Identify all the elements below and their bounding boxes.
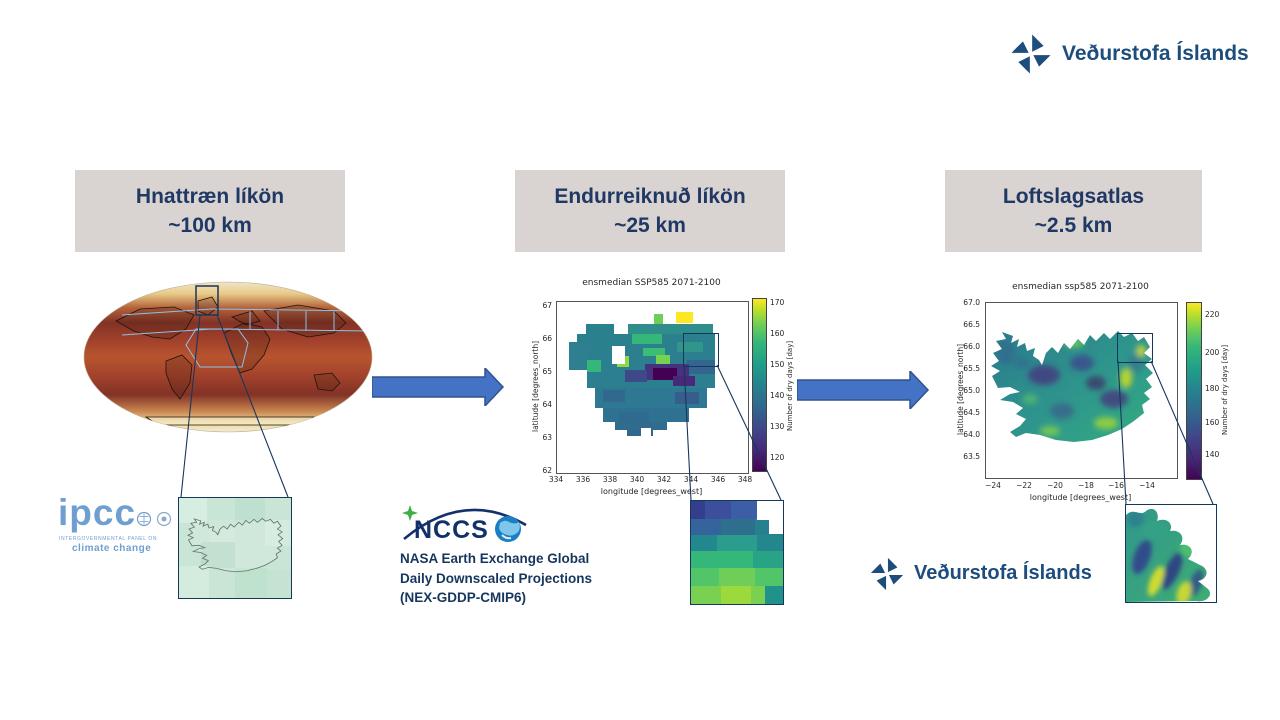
global-zoom-inset-map: [179, 498, 291, 598]
y-axis-label: latitude [degrees_north]: [956, 343, 965, 435]
nccs-caption-line: (NEX-GDDP-CMIP6): [400, 590, 527, 605]
x-tick-label: −18: [1078, 481, 1094, 490]
y-tick-label: 67: [542, 301, 552, 310]
chart-2-5km: ensmedian ssp585 2071-2100: [948, 276, 1278, 516]
chart-plot-area: [985, 302, 1178, 479]
y-tick-label: 66.0: [963, 342, 980, 351]
colorbar-tick-label: 220: [1205, 310, 1220, 319]
x-tick-label: 344: [683, 475, 699, 484]
sparkle-icon: [402, 505, 418, 521]
y-tick-label: 64: [542, 400, 552, 409]
x-tick-label: 342: [656, 475, 672, 484]
x-tick-label: −20: [1047, 481, 1063, 490]
y-tick-label: 65.0: [963, 386, 980, 395]
arrow-right-icon: [372, 368, 505, 406]
step-box-global: Hnattræn líkön ~100 km: [75, 170, 345, 252]
downscaled-zoom-inset: [690, 500, 784, 605]
dry-days-highres-map: [991, 331, 1153, 442]
step-resolution: ~2.5 km: [1034, 214, 1113, 237]
colorbar-tick-label: 170: [770, 298, 785, 307]
y-tick-label: 65.5: [963, 364, 980, 373]
chart-plot-area: [556, 301, 749, 474]
nccs-caption-line: Daily Downscaled Projections: [400, 570, 593, 586]
step-title: Endurreiknuð líkön: [554, 185, 746, 208]
colorbar-tick-label: 140: [770, 391, 785, 400]
iceland-highlight-rect: [195, 285, 219, 316]
colorbar-tick-label: 130: [770, 422, 785, 431]
dry-days-coarse-map: [569, 312, 715, 436]
atlas-zoom-inset: [1125, 504, 1217, 603]
ipcc-subtitle: INTERGOVERNMENTAL PANEL ON: [59, 536, 158, 542]
world-map: [83, 281, 373, 433]
atlas-zoom-map: [1126, 508, 1211, 602]
x-tick-label: −22: [1016, 481, 1032, 490]
y-tick-label: 62: [542, 466, 552, 475]
wmo-unep-emblem-icons: [136, 511, 172, 527]
pinwheel-icon: [1011, 34, 1051, 74]
x-axis-label: longitude [degrees_west]: [1029, 493, 1132, 502]
x-tick-label: −24: [985, 481, 1001, 490]
nccs-caption: NASA Earth Exchange Global Daily Downsca…: [400, 549, 628, 608]
x-tick-label: 334: [548, 475, 564, 484]
ipcc-wordmark: ipcc: [58, 492, 137, 533]
colorbar-tick-label: 160: [770, 329, 785, 338]
y-tick-label: 66: [542, 334, 552, 343]
y-tick-label: 65: [542, 367, 552, 376]
step-resolution: ~100 km: [168, 214, 252, 237]
x-tick-label: −14: [1139, 481, 1155, 490]
x-tick-label: 336: [575, 475, 591, 484]
y-tick-label: 66.5: [963, 320, 980, 329]
x-tick-label: 346: [710, 475, 726, 484]
colorbar-tick-label: 150: [770, 360, 785, 369]
header-logo: Veðurstofa Íslands: [1008, 30, 1249, 80]
arrow-right-icon: [797, 371, 930, 409]
x-tick-label: 338: [602, 475, 618, 484]
step-box-atlas: Loftslagsatlas ~2.5 km: [945, 170, 1202, 252]
ipcc-tagline: climate change: [72, 543, 152, 554]
header-logo-text: Veðurstofa Íslands: [1062, 42, 1249, 65]
colorbar-tick-label: 160: [1205, 418, 1220, 427]
y-tick-label: 64.5: [963, 408, 980, 417]
x-tick-label: 348: [737, 475, 753, 484]
step-title: Loftslagsatlas: [1002, 185, 1145, 208]
step-title: Hnattræn líkön: [135, 185, 285, 208]
colorbar: [1186, 302, 1202, 480]
nccs-block: NCCS NASA Earth Exchange Global Daily Do…: [398, 505, 628, 615]
footer-logo: Veðurstofa Íslands: [868, 554, 1108, 598]
downscaled-zoom-map: [691, 501, 783, 604]
x-tick-label: 340: [629, 475, 645, 484]
global-zoom-inset: [178, 497, 292, 599]
y-axis-label: latitude [degrees_north]: [531, 340, 540, 432]
colorbar-tick-label: 140: [1205, 450, 1220, 459]
x-tick-label: −16: [1108, 481, 1124, 490]
svg-text:NCCS: NCCS: [414, 516, 489, 544]
nccs-caption-line: NASA Earth Exchange Global: [400, 551, 590, 566]
colorbar-tick-label: 200: [1205, 348, 1220, 357]
colorbar-label: Number of dry days [day]: [786, 340, 794, 432]
colorbar-tick-label: 180: [1205, 384, 1220, 393]
zoom-region-rect: [1117, 333, 1153, 363]
x-axis-label: longitude [degrees_west]: [600, 487, 703, 496]
chart-title: ensmedian ssp585 2071-2100: [1012, 282, 1149, 292]
colorbar-tick-label: 120: [770, 453, 785, 462]
nccs-logo: NCCS: [402, 505, 527, 544]
y-tick-label: 63.5: [963, 452, 980, 461]
step-box-downscaled: Endurreiknuð líkön ~25 km: [515, 170, 785, 252]
colorbar: [752, 298, 767, 472]
zoom-region-rect: [683, 333, 719, 367]
y-tick-label: 64.0: [963, 430, 980, 439]
footer-logo-text: Veðurstofa Íslands: [914, 562, 1092, 584]
iceland-outline: [187, 517, 284, 573]
ipcc-logo: ipcc INTERGOVERNMENTAL PANEL ON climate …: [58, 492, 178, 566]
y-tick-label: 63: [542, 433, 552, 442]
chart-title: ensmedian SSP585 2071-2100: [582, 278, 721, 288]
chart-25km: ensmedian SSP585 2071-2100: [528, 276, 808, 511]
step-resolution: ~25 km: [614, 214, 686, 237]
colorbar-label: Number of dry days [day]: [1221, 344, 1229, 436]
y-tick-label: 67.0: [963, 298, 980, 307]
pinwheel-icon: [870, 557, 904, 591]
